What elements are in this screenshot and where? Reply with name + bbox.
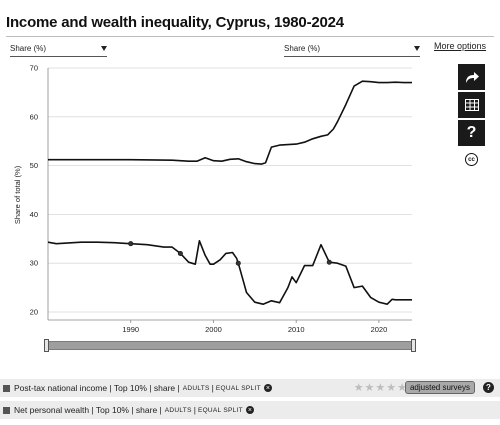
- series-swatch: [3, 384, 10, 392]
- chart-markers: [128, 241, 332, 266]
- legend-tag-adults: ADULTS: [182, 384, 210, 392]
- legend-tag-equal-split: EQUAL SPLIT: [197, 406, 243, 414]
- x-tick-labels: 1990 2000 2010 2020: [122, 320, 387, 333]
- legend-separator: |: [211, 383, 214, 393]
- x-tick-label-2000: 2000: [205, 325, 222, 333]
- y-tick-label-30: 30: [30, 259, 38, 268]
- series-marker-1: [177, 250, 183, 256]
- series-line-0: [48, 80, 412, 165]
- left-axis-selector-label: Share (%): [10, 44, 47, 53]
- y-tick-label-40: 40: [30, 210, 38, 219]
- legend-tag-equal-split: EQUAL SPLIT: [215, 384, 261, 392]
- share-button[interactable]: [458, 64, 485, 90]
- quality-rating-stars: ★★★★★: [353, 382, 408, 394]
- title-divider: [6, 36, 494, 37]
- y-tick-label-20: 20: [30, 308, 38, 317]
- y-tick-labels: 20 30 40 50 60 70: [30, 64, 38, 317]
- page-title: Income and wealth inequality, Cyprus, 19…: [6, 14, 344, 31]
- right-axis-selector-label: Share (%): [284, 44, 321, 53]
- chevron-down-icon: [414, 46, 420, 51]
- x-tick-label-2010: 2010: [288, 325, 305, 333]
- slider-handle-start[interactable]: [44, 339, 49, 352]
- gridlines: [47, 67, 412, 321]
- question-mark-icon: ?: [466, 124, 477, 141]
- timeline-slider-track[interactable]: [45, 341, 415, 350]
- table-view-button[interactable]: [458, 92, 485, 118]
- help-icon[interactable]: ?: [483, 382, 494, 393]
- y-tick-label-50: 50: [30, 161, 38, 170]
- legend-item-income: Post-tax national income | Top 10% | sha…: [0, 379, 500, 397]
- series-marker-3: [326, 259, 332, 265]
- chevron-down-icon: [101, 46, 107, 51]
- legend-item-wealth: Net personal wealth | Top 10% | share | …: [0, 401, 500, 419]
- x-tick-label-2020: 2020: [371, 325, 388, 333]
- remove-series-icon[interactable]: ×: [263, 384, 272, 392]
- share-arrow-icon: [465, 72, 479, 83]
- legend-label-income: Post-tax national income | Top 10% | sha…: [14, 383, 180, 393]
- right-axis-selector[interactable]: Share (%): [284, 44, 420, 57]
- chart-series: [47, 80, 412, 306]
- series-marker-2: [235, 260, 241, 266]
- series-marker-0: [128, 241, 134, 247]
- left-axis-selector[interactable]: Share (%): [10, 44, 107, 57]
- adjusted-surveys-button[interactable]: adjusted surveys: [404, 381, 475, 394]
- y-axis-label: Share of total (%): [13, 165, 22, 224]
- line-chart: 20 30 40 50 60 70 1990 2000 2010 2020 Share of t…: [13, 64, 412, 333]
- table-icon: [464, 99, 479, 111]
- legend-tag-adults: ADULTS: [164, 406, 192, 414]
- y-tick-label-60: 60: [30, 112, 38, 121]
- series-swatch: [3, 406, 10, 414]
- series-line-1: [47, 240, 412, 306]
- x-tick-label-1990: 1990: [122, 325, 139, 333]
- legend-separator: |: [193, 405, 196, 415]
- y-tick-label-70: 70: [30, 64, 38, 73]
- slider-handle-end[interactable]: [411, 339, 416, 352]
- remove-series-icon[interactable]: ×: [245, 406, 254, 414]
- help-button[interactable]: ?: [458, 120, 485, 146]
- creative-commons-icon[interactable]: cc: [465, 153, 478, 166]
- legend-label-wealth: Net personal wealth | Top 10% | share |: [14, 405, 162, 415]
- more-options-link[interactable]: More options: [434, 41, 487, 51]
